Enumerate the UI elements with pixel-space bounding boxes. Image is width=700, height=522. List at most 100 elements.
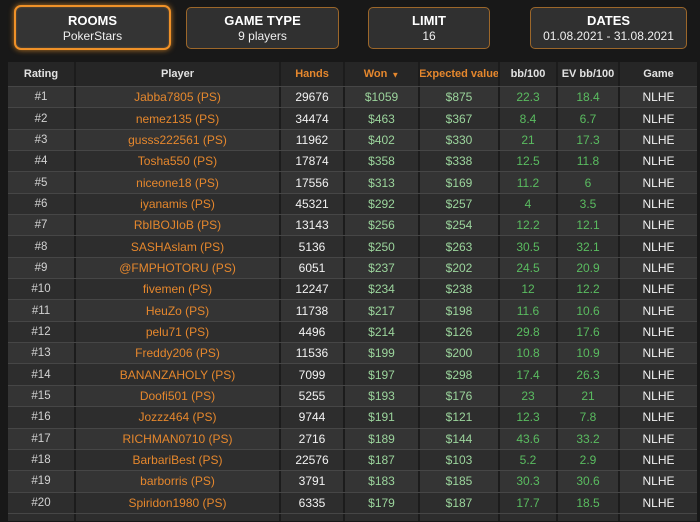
player-name-link[interactable]: pelu71 (PS) xyxy=(76,321,281,343)
player-name-link[interactable]: iyanamis (PS) xyxy=(76,193,281,215)
player-name-link[interactable]: Jozzz464 (PS) xyxy=(76,407,281,428)
won-cell: $237 xyxy=(345,257,420,279)
hands-cell: 5255 xyxy=(281,385,345,407)
expected-value-cell: $103 xyxy=(420,449,500,471)
ev-bb100-cell: 2.9 xyxy=(558,449,620,471)
player-name-link[interactable]: BANANZAHOLY (PS) xyxy=(76,364,281,385)
column-header-game[interactable]: Game xyxy=(643,68,674,80)
bb100-cell: 11.2 xyxy=(500,172,558,193)
dates-filter-label: DATES xyxy=(586,13,631,28)
player-name-link[interactable]: fivemen (PS) xyxy=(76,279,281,300)
expected-value-cell: $338 xyxy=(420,151,500,172)
bb100-cell: 22.3 xyxy=(500,87,558,108)
column-header-ev-bb100[interactable]: EV bb/100 xyxy=(558,62,620,86)
player-name-link[interactable]: Spiridon1980 (PS) xyxy=(76,492,281,513)
player-name-link[interactable]: RbIBOJIoB (PS) xyxy=(76,215,281,236)
hands-cell: 17874 xyxy=(281,151,345,172)
game-cell: NLHE xyxy=(642,282,675,297)
table-row: #2 nemez135 (PS) 34474 $463 $367 8.4 6.7… xyxy=(8,108,697,130)
bb100-cell: 43.6 xyxy=(500,428,558,449)
won-cell: $313 xyxy=(345,172,420,193)
column-header-expected-value[interactable]: Expected value xyxy=(420,62,500,86)
won-cell: $197 xyxy=(345,364,420,385)
table-row: #7 RbIBOJIoB (PS) 13143 $256 $254 12.2 1… xyxy=(8,215,697,237)
table-row: #9 @FMPHOTORU (PS) 6051 $237 $202 24.5 2… xyxy=(8,257,697,280)
table-row: #16 Jozzz464 (PS) 9744 $191 $121 12.3 7.… xyxy=(8,407,697,429)
dates-filter[interactable]: DATES 01.08.2021 - 31.08.2021 xyxy=(530,7,687,49)
expected-value-cell: $200 xyxy=(420,343,500,364)
player-name-link[interactable]: HeuZo (PS) xyxy=(76,300,281,321)
player-name-link[interactable]: gusss222561 (PS) xyxy=(76,129,281,151)
table-header-row: Rating Player Hands Won ▼ Expected value… xyxy=(8,62,697,87)
player-name-link[interactable]: nemez135 (PS) xyxy=(76,108,281,129)
ev-bb100-cell: 7.8 xyxy=(558,407,620,428)
leaderboard-table: Rating Player Hands Won ▼ Expected value… xyxy=(8,62,697,521)
bb100-cell: 30.3 xyxy=(500,471,558,492)
game-cell: NLHE xyxy=(642,111,675,126)
table-row: #14 BANANZAHOLY (PS) 7099 $197 $298 17.4… xyxy=(8,364,697,386)
bb100-cell: 12.2 xyxy=(500,215,558,236)
rating-cell: #16 xyxy=(8,407,76,428)
game-cell: NLHE xyxy=(642,346,675,361)
player-name-link[interactable]: barborris (PS) xyxy=(76,471,281,492)
table-row: #20 Spiridon1980 (PS) 6335 $179 $187 17.… xyxy=(8,492,697,514)
table-row: #12 pelu71 (PS) 4496 $214 $126 29.8 17.6… xyxy=(8,321,697,344)
hands-cell: 22576 xyxy=(281,449,345,471)
won-cell: $292 xyxy=(345,193,420,215)
player-name-link[interactable]: Jabba7805 (PS) xyxy=(76,87,281,108)
column-header-rating[interactable]: Rating xyxy=(8,62,76,86)
expected-value-cell: $187 xyxy=(420,492,500,513)
player-name-link[interactable]: Doofi501 (PS) xyxy=(76,385,281,407)
table-row: #19 barborris (PS) 3791 $183 $185 30.3 3… xyxy=(8,471,697,493)
game-type-filter[interactable]: GAME TYPE 9 players xyxy=(186,7,339,49)
rating-cell: #19 xyxy=(8,471,76,492)
expected-value-cell: $875 xyxy=(420,87,500,108)
dates-filter-value: 01.08.2021 - 31.08.2021 xyxy=(543,29,674,43)
column-header-won-label: Won xyxy=(363,68,388,80)
column-header-hands[interactable]: Hands xyxy=(281,62,345,86)
player-name-link[interactable]: Freddy206 (PS) xyxy=(76,343,281,364)
ev-bb100-cell: 10.6 xyxy=(558,300,620,321)
won-cell: $250 xyxy=(345,236,420,257)
game-cell: NLHE xyxy=(642,474,675,489)
player-name-link[interactable]: @FMPHOTORU (PS) xyxy=(76,257,281,279)
game-cell: NLHE xyxy=(642,367,675,382)
table-row: #13 Freddy206 (PS) 11536 $199 $200 10.8 … xyxy=(8,343,697,365)
bb100-cell: 24.5 xyxy=(500,257,558,279)
limit-filter[interactable]: LIMIT 16 xyxy=(368,7,490,49)
player-name-link[interactable]: BarbariBest (PS) xyxy=(76,449,281,471)
ev-bb100-cell: 12.2 xyxy=(558,279,620,300)
column-header-player[interactable]: Player xyxy=(76,62,281,86)
bb100-cell: 17.7 xyxy=(500,492,558,513)
game-cell: NLHE xyxy=(642,175,675,190)
hands-cell: 6335 xyxy=(281,492,345,513)
rating-cell: #8 xyxy=(8,236,76,257)
bb100-cell: 5.2 xyxy=(500,449,558,471)
game-cell: NLHE xyxy=(642,388,675,403)
hands-cell: 12247 xyxy=(281,279,345,300)
player-name-link[interactable]: SASHAslam (PS) xyxy=(76,236,281,257)
rooms-filter-value: PokerStars xyxy=(62,28,123,43)
rating-cell: #20 xyxy=(8,492,76,513)
bb100-cell: 12.3 xyxy=(500,407,558,428)
game-cell: NLHE xyxy=(642,260,675,275)
won-cell: $217 xyxy=(345,300,420,321)
hands-cell: 45321 xyxy=(281,193,345,215)
column-header-bb100[interactable]: bb/100 xyxy=(500,62,558,86)
rating-cell: #3 xyxy=(8,129,76,151)
rating-cell: #10 xyxy=(8,279,76,300)
hands-cell: 11962 xyxy=(281,129,345,151)
expected-value-cell: $185 xyxy=(420,471,500,492)
rooms-filter[interactable]: ROOMS PokerStars xyxy=(14,5,171,50)
ev-bb100-cell: 26.3 xyxy=(558,364,620,385)
player-name-link[interactable]: niceone18 (PS) xyxy=(76,172,281,193)
won-cell: $189 xyxy=(345,428,420,449)
column-header-won[interactable]: Won ▼ xyxy=(345,62,420,86)
player-name-link[interactable]: Tosha550 (PS) xyxy=(76,151,281,172)
table-row: #17 RICHMAN0710 (PS) 2716 $189 $144 43.6… xyxy=(8,428,697,450)
game-cell: NLHE xyxy=(642,495,675,510)
player-name-link[interactable]: RICHMAN0710 (PS) xyxy=(76,428,281,449)
expected-value-cell: $198 xyxy=(420,300,500,321)
limit-filter-label: LIMIT xyxy=(412,13,446,28)
game-cell: NLHE xyxy=(642,154,675,169)
